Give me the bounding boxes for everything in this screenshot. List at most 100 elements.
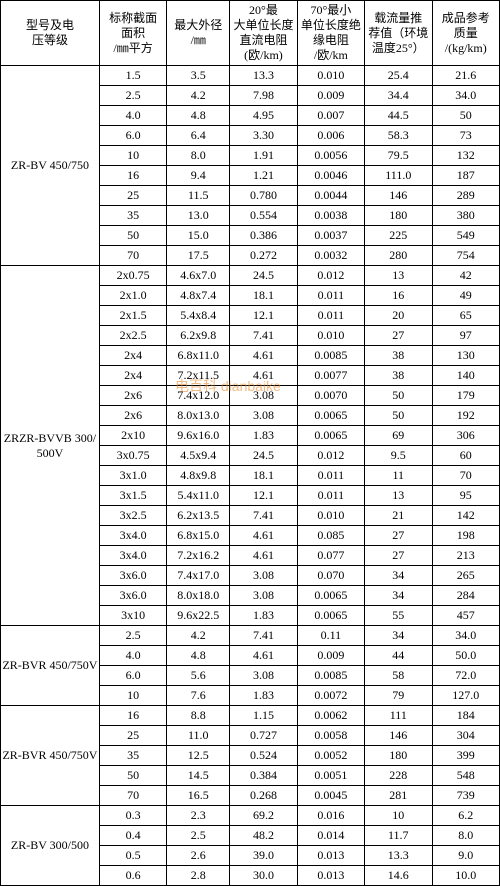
cell: 0.0077 <box>297 366 364 386</box>
cell: 4.61 <box>230 366 297 386</box>
cell: 58.3 <box>365 126 432 146</box>
cell: 10.0 <box>432 866 500 886</box>
col-header-0: 型号及电压等级 <box>1 1 100 66</box>
cell: 1.91 <box>230 146 297 166</box>
cell: 0.268 <box>230 786 297 806</box>
cell: 65 <box>432 306 500 326</box>
cell: 0.006 <box>297 126 364 146</box>
cell: 0.0065 <box>297 406 364 426</box>
cell: 399 <box>432 746 500 766</box>
cell: 3.08 <box>230 666 297 686</box>
cell: 16 <box>365 286 432 306</box>
cell: 4.0 <box>99 106 166 126</box>
cell: 13.3 <box>230 66 297 86</box>
cell: 4.61 <box>230 526 297 546</box>
cell: 7.41 <box>230 506 297 526</box>
cell: 3x4.0 <box>99 546 166 566</box>
cell: 0.0070 <box>297 386 364 406</box>
model-cell: ZR-BV 450/750 <box>1 66 100 266</box>
cell: 8.0 <box>432 826 500 846</box>
cell: 50 <box>432 106 500 126</box>
col-header-3: 20°最大单位长度直流电阻(欧/km) <box>230 1 297 66</box>
cell: 4.8 <box>167 646 230 666</box>
cell: 79.5 <box>365 146 432 166</box>
cell: 55 <box>365 606 432 626</box>
cell: 0.007 <box>297 106 364 126</box>
cell: 15.0 <box>167 226 230 246</box>
cell: 0.4 <box>99 826 166 846</box>
cell: 0.0037 <box>297 226 364 246</box>
cell: 1.5 <box>99 66 166 86</box>
col-header-4: 70°最小单位长度绝缘电阻/欧/km <box>297 1 364 66</box>
cell: 0.0056 <box>297 146 364 166</box>
cell: 0.0065 <box>297 606 364 626</box>
cell: 13.3 <box>365 846 432 866</box>
cell: 289 <box>432 186 500 206</box>
cell: 12.1 <box>230 486 297 506</box>
cell: 5.4x8.4 <box>167 306 230 326</box>
cell: 38 <box>365 346 432 366</box>
cell: 4.8 <box>167 106 230 126</box>
cell: 0.0065 <box>297 426 364 446</box>
cell: 3.30 <box>230 126 297 146</box>
cell: 140 <box>432 366 500 386</box>
cell: 3x0.75 <box>99 446 166 466</box>
cell: 7.98 <box>230 86 297 106</box>
cell: 7.6 <box>167 686 230 706</box>
cell: 2x1.0 <box>99 286 166 306</box>
cell: 3.08 <box>230 386 297 406</box>
cell: 95 <box>432 486 500 506</box>
cell: 50.0 <box>432 646 500 666</box>
cell: 25 <box>99 186 166 206</box>
cell: 0.0051 <box>297 766 364 786</box>
cell: 13 <box>365 266 432 286</box>
cell: 69 <box>365 426 432 446</box>
cell: 4.2 <box>167 626 230 646</box>
cell: 3.08 <box>230 586 297 606</box>
cell: 0.272 <box>230 246 297 266</box>
cell: 7.41 <box>230 626 297 646</box>
cell: 35 <box>99 746 166 766</box>
cell: 14.5 <box>167 766 230 786</box>
cell: 3.5 <box>167 66 230 86</box>
cell: 127.0 <box>432 686 500 706</box>
cell: 225 <box>365 226 432 246</box>
cell: 0.011 <box>297 466 364 486</box>
cell: 60 <box>432 446 500 466</box>
cell: 70 <box>99 786 166 806</box>
cell: 44.5 <box>365 106 432 126</box>
cell: 0.013 <box>297 866 364 886</box>
cell: 97 <box>432 326 500 346</box>
cell: 213 <box>432 546 500 566</box>
cell: 4.6x7.0 <box>167 266 230 286</box>
cell: 0.010 <box>297 506 364 526</box>
cell: 34.0 <box>432 626 500 646</box>
col-header-1: 标称截面面积/㎜平方 <box>99 1 166 66</box>
cell: 4.61 <box>230 346 297 366</box>
table-row: ZR-BVR 450/750V2.54.27.410.113434.0 <box>1 626 500 646</box>
cell: 21 <box>365 506 432 526</box>
cell: 42 <box>432 266 500 286</box>
cell: 30.0 <box>230 866 297 886</box>
cell: 0.010 <box>297 66 364 86</box>
cell: 198 <box>432 526 500 546</box>
cell: 739 <box>432 786 500 806</box>
cell: 0.009 <box>297 646 364 666</box>
cell: 14.6 <box>365 866 432 886</box>
cell: 1.15 <box>230 706 297 726</box>
cell: 0.014 <box>297 826 364 846</box>
cell: 48.2 <box>230 826 297 846</box>
cell: 16 <box>99 706 166 726</box>
table-row: ZR-BV 300/5000.32.369.20.016106.2 <box>1 806 500 826</box>
cell: 6.4 <box>167 126 230 146</box>
cell: 39.0 <box>230 846 297 866</box>
cell: 2.5 <box>99 86 166 106</box>
cell: 17.5 <box>167 246 230 266</box>
cell: 50 <box>365 406 432 426</box>
cell: 8.0x18.0 <box>167 586 230 606</box>
table-row: ZR-BV 450/7501.53.513.30.01025.421.6 <box>1 66 500 86</box>
cell: 6.2x13.5 <box>167 506 230 526</box>
cell: 180 <box>365 206 432 226</box>
cell: 13 <box>365 486 432 506</box>
cell: 0.011 <box>297 486 364 506</box>
